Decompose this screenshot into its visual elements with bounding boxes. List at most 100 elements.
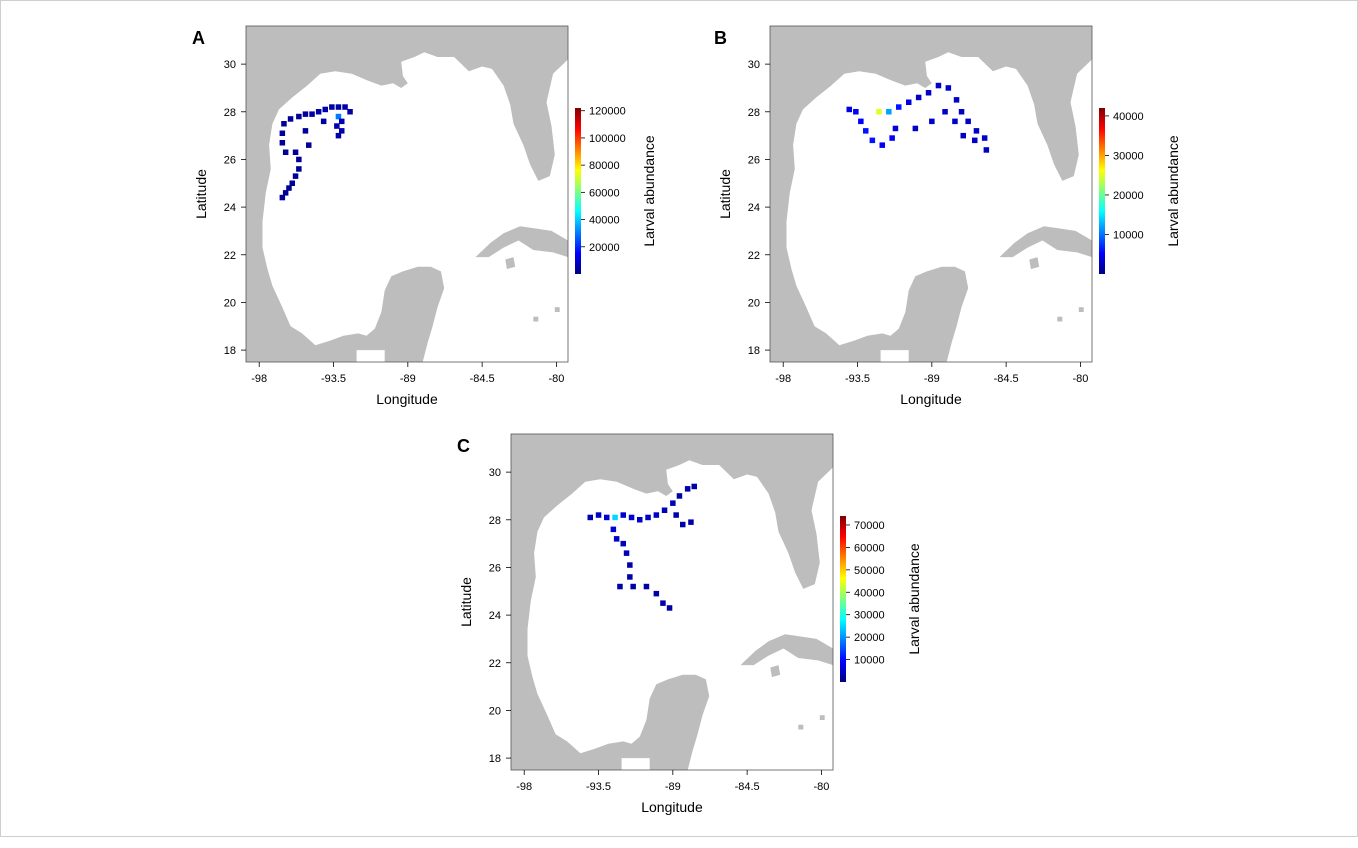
colorbar-tick-label: 10000 [854,655,885,667]
abundance-cell [879,142,885,148]
abundance-cell [925,90,932,96]
y-tick-label: 18 [224,345,236,357]
map-chart-b: -98 -93.5 -89 -84.5 -80 18 20 22 24 26 28 30 Longitu… [717,25,1181,407]
abundance-cell [335,132,342,139]
abundance-cell [620,512,626,518]
y-tick-label: 22 [748,250,760,262]
y-tick-label: 20 [748,297,760,309]
colorbar-tick-label: 60000 [589,187,620,199]
x-tick-label: -84.5 [470,373,495,385]
x-tick-label: -98 [775,373,791,385]
plot-frame [245,25,569,363]
abundance-cell [623,550,630,556]
landmass-island [819,715,825,720]
landmass-island [554,307,560,312]
y-tick-label: 30 [224,59,236,71]
abundance-cell [627,562,633,568]
panel-a: A -98 -93.5 -89 -84.5 -80 18 20 22 24 26 28 30 Longi… [180,20,680,440]
x-tick-label: -89 [665,781,681,793]
abundance-cell [279,130,286,136]
colorbar [1099,108,1105,274]
y-tick-label: 26 [489,562,501,574]
panel-letter: B [714,28,727,48]
abundance-cell [958,109,965,115]
abundance-cell [282,190,289,196]
abundance-cell [953,97,960,103]
colorbar-tick-label: 50000 [854,565,885,577]
y-tick-label: 26 [224,154,236,166]
colorbar-tick-label: 40000 [1113,111,1144,123]
abundance-cell [972,137,978,144]
abundance-cell [302,111,309,117]
abundance-cell [676,493,683,499]
abundance-cell [287,116,294,122]
abundance-cell [279,194,286,201]
x-tick-label: -80 [1072,373,1088,385]
colorbar-tick-label: 60000 [854,542,885,554]
y-axis-label: Latitude [193,169,209,219]
x-tick-label: -80 [548,373,564,385]
abundance-cell [637,517,643,523]
colorbar-tick-label: 70000 [854,520,885,532]
abundance-cell [952,118,958,125]
abundance-cell [610,526,617,533]
abundance-cell [688,519,694,525]
x-tick-label: -89 [400,373,416,385]
abundance-cell [645,514,651,521]
abundance-cell [886,109,892,115]
abundance-cell [661,507,668,513]
colorbar [575,108,581,274]
abundance-cell [666,605,673,611]
map-notch [621,758,650,770]
y-tick-label: 28 [224,107,236,119]
abundance-cell [853,109,859,115]
y-tick-label: 30 [489,467,501,479]
colorbar-tick-label: 40000 [589,215,620,227]
x-tick-label: -84.5 [735,781,760,793]
abundance-cell [935,82,942,89]
abundance-cell [309,111,315,117]
x-axis-label: Longitude [376,391,438,407]
x-tick-label: -98 [251,373,267,385]
abundance-cell [587,514,593,521]
abundance-cell [296,166,302,172]
abundance-cell [339,128,345,134]
abundance-cell [965,118,971,125]
colorbar-tick-label: 10000 [1113,229,1144,241]
colorbar-tick-label: 100000 [589,133,626,145]
x-tick-label: -93.5 [586,781,611,793]
abundance-cell [653,512,660,518]
landmass-island [1078,307,1084,312]
y-tick-label: 24 [489,610,501,622]
colorbar [840,516,846,682]
abundance-cell [306,142,312,148]
y-tick-label: 30 [748,59,760,71]
abundance-cell [315,109,322,115]
abundance-cell [334,123,340,129]
landmass-island [533,316,539,322]
abundance-cell [335,113,342,120]
landmass-island [505,257,516,270]
landmass-north-america [246,26,568,362]
x-axis-label: Longitude [641,799,703,815]
abundance-cell [613,536,620,542]
landmass-island [999,226,1092,258]
abundance-cell [643,583,650,590]
abundance-cell [595,512,602,518]
abundance-cell [282,149,289,155]
abundance-cell [858,118,864,125]
map-chart-c: -98 -93.5 -89 -84.5 -80 18 20 22 24 26 28 30 Longitu… [458,433,922,815]
colorbar-label: Larval abundance [906,543,922,655]
abundance-cell [912,125,919,132]
abundance-cell [846,106,852,113]
abundance-cell [627,574,633,580]
abundance-cell [929,118,935,125]
colorbar-tick-label: 120000 [589,106,626,118]
colorbar-tick-label: 30000 [1113,150,1144,162]
abundance-cell [680,521,686,528]
plot-frame [510,433,834,771]
map-notch [356,350,385,362]
panel-c: C -98 -93.5 -89 -84.5 -80 18 20 22 24 26 28 30 Longi… [445,428,945,848]
panel-letter: C [457,436,470,456]
abundance-cell [869,137,876,144]
